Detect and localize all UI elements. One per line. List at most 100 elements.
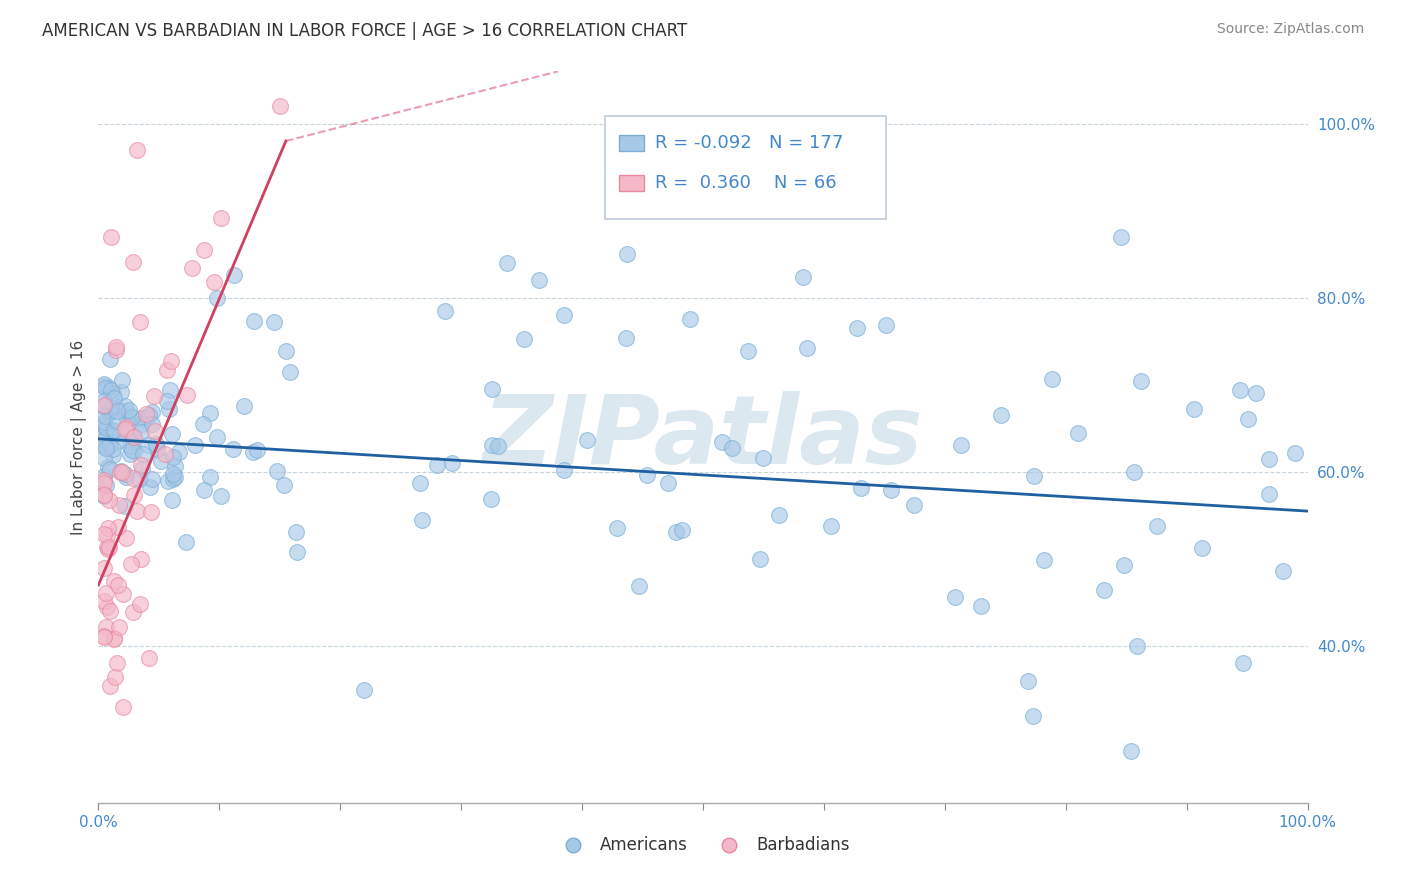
Point [627,579,650,593]
Point [94,441,117,455]
Point [209,211,232,226]
Point [107,578,129,592]
Point [97,492,120,507]
Point [107,434,129,449]
Point [737,343,759,358]
Point [110,465,132,479]
Point [434,303,457,318]
Point [970,599,993,614]
Point [409,476,432,491]
Point [96,540,118,554]
Point [903,498,925,512]
Point [1024,468,1046,483]
Point [93,428,115,442]
Point [93,527,115,541]
Point [121,409,143,424]
Point [202,275,225,289]
Point [105,414,128,428]
Point [93,473,115,487]
Point [138,408,160,422]
Point [162,467,184,481]
Point [129,552,152,566]
Point [127,143,149,157]
Point [93,439,115,453]
Point [93,630,115,644]
Point [115,532,138,546]
Point [129,425,152,439]
Point [122,444,145,458]
Point [115,420,138,434]
Point [111,587,134,601]
Point [138,650,160,665]
Point [135,409,157,424]
Point [94,381,117,395]
Point [242,444,264,458]
Point [143,424,166,438]
Point [141,417,163,431]
Point [121,429,143,443]
Point [1032,553,1054,567]
Text: Source: ZipAtlas.com: Source: ZipAtlas.com [1216,22,1364,37]
Point [129,458,152,472]
Point [636,468,658,483]
Point [110,385,132,400]
Point [114,470,136,484]
Point [121,410,143,425]
Point [107,401,129,416]
Point [1284,446,1306,460]
Point [1066,425,1088,440]
Point [606,521,628,535]
Point [280,365,302,379]
Point [135,407,157,421]
Point [108,465,131,479]
Point [162,492,184,507]
Point [614,331,637,345]
Point [104,343,127,358]
Point [243,314,266,328]
Point [160,354,183,368]
Point [101,449,124,463]
Point [105,657,128,671]
Point [792,270,814,285]
Point [112,700,135,714]
Point [616,247,638,261]
Point [875,318,897,332]
Point [274,344,297,359]
Point [512,332,534,346]
Point [93,394,115,409]
Point [440,456,463,470]
Point [97,521,120,535]
Point [131,417,153,432]
Point [1258,451,1281,466]
Point [93,398,115,412]
Point [576,433,599,447]
Point [93,475,115,490]
Point [103,574,125,589]
Point [1232,657,1254,671]
Point [710,434,733,449]
Point [121,255,143,269]
Point [153,447,176,461]
Point [103,391,125,405]
Point [103,631,125,645]
Point [246,443,269,458]
Point [1272,564,1295,578]
Point [481,438,503,452]
Point [120,558,142,572]
Point [115,411,138,425]
Point [273,478,295,492]
Text: R =  0.360    N = 66: R = 0.360 N = 66 [655,174,837,192]
Point [1092,583,1115,598]
Point [98,462,121,476]
Point [141,405,163,419]
Point [209,489,232,503]
Point [145,436,167,450]
Point [93,417,115,432]
Point [93,415,115,429]
Point [157,474,180,488]
Point [145,442,167,457]
Point [139,505,162,519]
Point [122,430,145,444]
Point [553,308,575,322]
Point [353,682,375,697]
